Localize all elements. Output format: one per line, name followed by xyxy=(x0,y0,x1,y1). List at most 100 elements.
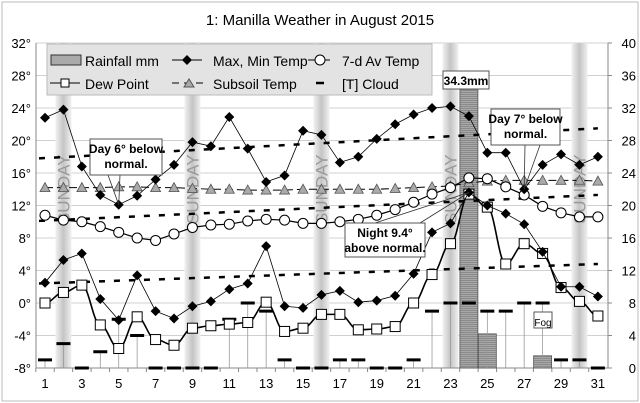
legend-cloud-label: [T] Cloud xyxy=(342,76,399,92)
annotation-night-box xyxy=(344,222,426,258)
left-tick-label: 32° xyxy=(11,36,31,51)
right-tick-label: 20 xyxy=(622,199,636,214)
x-tick-label: 25 xyxy=(480,376,494,391)
left-tick-label: 28° xyxy=(11,69,31,84)
x-tick-label: 19 xyxy=(370,376,384,391)
min-temp-point xyxy=(592,291,603,302)
avg-temp-point xyxy=(573,211,585,223)
subsoil-point xyxy=(260,184,272,195)
dew-point-marker xyxy=(131,311,143,323)
subsoil-point xyxy=(76,181,88,193)
legend-rainfall-swatch xyxy=(50,54,82,66)
x-tick-label: 31 xyxy=(591,376,605,391)
min-temp-point xyxy=(298,302,309,313)
subsoil-point xyxy=(536,174,549,185)
avg-temp-point xyxy=(555,207,567,219)
max-temp-point xyxy=(482,147,493,158)
annotation-leader xyxy=(107,174,120,205)
subsoil-point xyxy=(297,183,309,194)
dew-point-marker xyxy=(168,339,180,351)
annotation-day7-box xyxy=(490,108,561,146)
left-tick-label: 24° xyxy=(11,101,31,116)
min-temp-point xyxy=(334,285,345,296)
annotation-rain-text: 34.3mm xyxy=(444,74,489,88)
min-temp-point xyxy=(113,315,124,326)
max-temp-point xyxy=(556,149,567,160)
avg-temp-point xyxy=(57,214,69,226)
avg-temp-point xyxy=(242,215,254,227)
left-tick-label: -8° xyxy=(14,361,31,376)
dew-point-marker xyxy=(389,321,401,333)
dew-point-marker xyxy=(39,297,51,309)
min-temp-point xyxy=(40,277,50,288)
legend-avg-icon xyxy=(314,54,326,66)
legend-subsoil-icon xyxy=(183,78,195,88)
dew-point-marker xyxy=(334,308,346,320)
max-temp-point xyxy=(40,112,50,123)
dew-point-marker xyxy=(297,322,309,334)
min-temp-point xyxy=(556,281,567,292)
avg-temp-point xyxy=(168,228,180,240)
max-temp-point xyxy=(95,189,106,200)
dew-point-marker xyxy=(371,323,383,335)
avg-temp-point xyxy=(94,221,106,233)
avg-temp-point xyxy=(537,200,549,212)
min-temp-point xyxy=(316,289,327,300)
legend-avg-label: 7-d Av Temp xyxy=(342,53,420,69)
annotation-night-text: above normal. xyxy=(344,241,425,255)
subsoil-point xyxy=(149,181,162,193)
annotation-fog-box xyxy=(533,311,553,329)
max-temp-point xyxy=(58,104,69,115)
subsoil-point xyxy=(389,182,401,193)
right-tick-label: 8 xyxy=(629,296,636,311)
normal-line xyxy=(38,193,598,223)
max-temp-point xyxy=(537,159,548,170)
max-temp-point xyxy=(371,133,382,144)
avg-temp-point xyxy=(223,218,235,230)
min-temp-point xyxy=(427,227,438,238)
sunday-label: SUNDAY xyxy=(570,154,589,224)
avg-temp-point xyxy=(260,213,272,225)
min-temp-point xyxy=(242,278,253,289)
min-temp-point xyxy=(76,248,87,259)
avg-temp-point xyxy=(500,181,512,193)
subsoil-point xyxy=(371,183,383,194)
dew-point-marker xyxy=(518,238,530,250)
avg-temp-point xyxy=(371,209,383,221)
dew-point-marker xyxy=(150,334,162,346)
min-temp-point xyxy=(445,218,456,229)
annotation-day6-box xyxy=(89,138,163,176)
max-temp-point xyxy=(205,141,216,152)
max-temp-point xyxy=(334,157,345,168)
avg-temp-point xyxy=(463,172,475,184)
x-tick-label: 11 xyxy=(223,376,237,391)
dew-point-marker xyxy=(573,295,585,307)
annotation-leader xyxy=(523,144,541,190)
subsoil-point xyxy=(407,181,420,193)
avg-temp-point xyxy=(76,216,88,228)
min-temp-point xyxy=(519,219,530,230)
subsoil-point xyxy=(278,184,291,195)
min-temp-point xyxy=(371,295,382,306)
subsoil-point xyxy=(315,183,328,194)
subsoil-point xyxy=(168,181,180,193)
avg-temp-point xyxy=(205,219,217,231)
left-tick-label: 0° xyxy=(19,296,31,311)
x-tick-label: 7 xyxy=(152,376,159,391)
max-temp-point xyxy=(298,125,309,136)
min-temp-point xyxy=(500,208,511,219)
avg-temp-point xyxy=(150,234,162,246)
x-tick-label: 27 xyxy=(517,376,531,391)
legend-box xyxy=(46,43,433,96)
min-temp-point xyxy=(408,268,419,279)
max-temp-point xyxy=(408,109,419,120)
x-tick-label: 15 xyxy=(296,376,310,391)
annotation-day7-text: Day 7° below xyxy=(488,112,563,126)
min-temp-point xyxy=(574,281,585,292)
avg-temp-point xyxy=(334,216,346,228)
subsoil-point xyxy=(113,180,125,192)
subsoil-point xyxy=(242,184,254,195)
min-temp-point xyxy=(169,313,180,324)
legend-maxmin-icon xyxy=(182,55,192,65)
